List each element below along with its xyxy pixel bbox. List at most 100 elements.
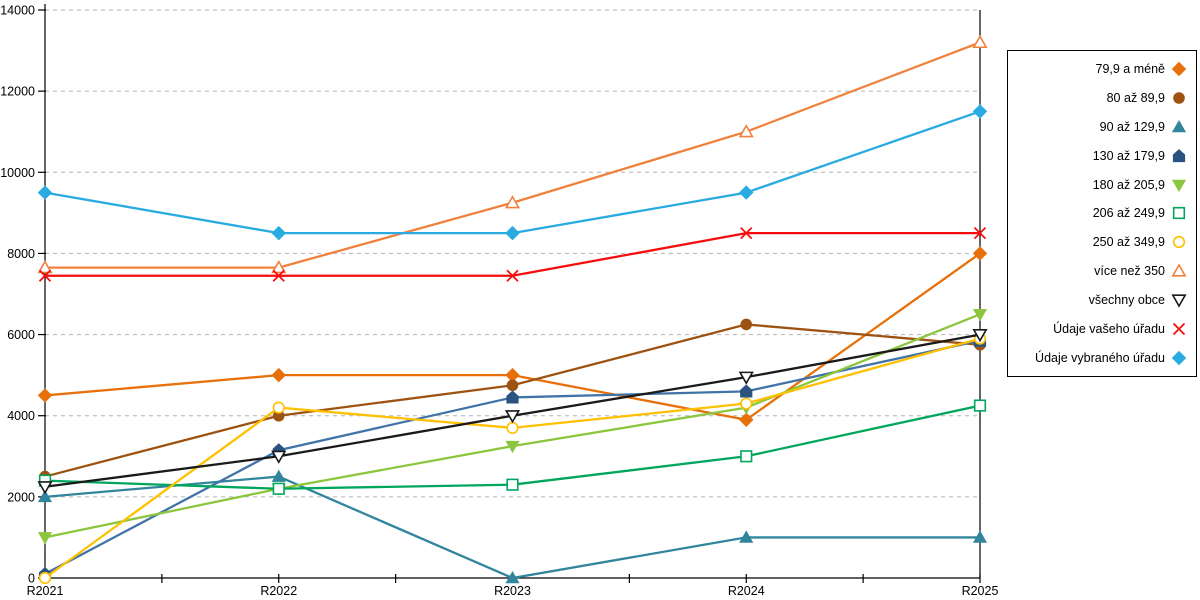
x-tick-label: R2021 — [27, 584, 64, 598]
legend-item-label: 250 až 349,9 — [1092, 235, 1165, 250]
marker-triangle-up-icon — [972, 34, 988, 49]
marker-diamond-icon — [271, 367, 286, 383]
legend-item: více než 350 — [1008, 263, 1196, 279]
legend-item-label: 206 až 249,9 — [1092, 206, 1165, 221]
marker-x-icon — [973, 227, 987, 240]
legend-item: 206 až 249,9 — [1008, 205, 1196, 221]
marker-triangle-down-icon — [37, 481, 53, 495]
marker-circle-icon — [38, 571, 52, 585]
legend-item-label: Údaje vašeho úřadu — [1053, 322, 1165, 337]
marker-triangle-up-icon — [738, 124, 754, 138]
x-tick-label: R2022 — [260, 584, 297, 598]
legend-circle-icon — [1172, 236, 1186, 249]
marker-triangle-up-icon — [271, 260, 287, 274]
marker-triangle-up-icon — [37, 260, 53, 274]
legend-triangle-up-icon — [1171, 263, 1187, 277]
marker-triangle-up-icon — [37, 489, 53, 503]
marker-triangle-up-icon — [271, 469, 286, 482]
marker-square-icon — [740, 450, 753, 463]
legend-item: všechny obce — [1008, 292, 1196, 308]
legend-swatch — [1171, 263, 1187, 277]
marker-triangle-up-icon — [504, 195, 521, 209]
series-line — [44, 475, 980, 580]
marker-triangle-up-icon — [505, 570, 520, 584]
marker-circle-icon — [506, 379, 519, 392]
legend-item: 130 až 179,9 — [1008, 148, 1196, 164]
legend-swatch — [1172, 207, 1186, 220]
y-tick-label: 12000 — [0, 85, 35, 99]
marker-circle-icon — [506, 421, 519, 434]
legend-swatch — [1171, 350, 1187, 366]
marker-circle-icon — [272, 401, 285, 414]
legend-item: 80 až 89,9 — [1008, 90, 1196, 106]
y-tick-label: 0 — [28, 572, 35, 586]
legend-pentagon-icon — [1172, 148, 1186, 162]
marker-diamond-icon — [739, 185, 754, 200]
legend-item: 180 až 205,9 — [1008, 177, 1196, 193]
legend-triangle-down-icon — [1171, 294, 1187, 308]
marker-triangle-down-icon — [972, 328, 988, 343]
marker-triangle-down-icon — [505, 440, 520, 454]
y-tick-label: 6000 — [7, 328, 35, 342]
legend-item: 79,9 a méně — [1008, 61, 1196, 77]
legend: 79,9 a méně 80 až 89,9 90 až 129,9 130 až 1… — [1007, 50, 1197, 377]
legend-swatch — [1172, 236, 1186, 249]
marker-triangle-down-icon — [37, 532, 53, 545]
marker-triangle-down-icon — [504, 410, 521, 424]
legend-swatch — [1173, 92, 1185, 104]
x-tick-label: R2024 — [728, 584, 765, 598]
legend-item-label: 79,9 a méně — [1095, 62, 1166, 76]
legend-swatch — [1171, 119, 1187, 133]
marker-triangle-down-icon — [738, 371, 754, 385]
legend-diamond-icon — [1171, 61, 1187, 77]
marker-circle-icon — [740, 318, 753, 331]
legend-item-label: Údaje vybraného úřadu — [1035, 350, 1165, 365]
marker-square-icon — [272, 482, 285, 495]
marker-pentagon-icon — [506, 390, 519, 404]
marker-diamond-icon — [739, 412, 754, 427]
marker-diamond-icon — [37, 185, 53, 200]
legend-item-label: více než 350 — [1094, 264, 1165, 279]
legend-triangle-down-icon — [1171, 179, 1187, 192]
marker-square-icon — [973, 399, 987, 412]
legend-item-label: 80 až 89,9 — [1106, 90, 1165, 105]
legend-swatch — [1171, 179, 1187, 192]
marker-x-icon — [272, 269, 285, 282]
y-tick-label: 4000 — [7, 409, 35, 423]
marker-diamond-icon — [972, 104, 988, 119]
marker-diamond-icon — [37, 388, 53, 403]
legend-item: Údaje vašeho úřadu — [1008, 321, 1196, 337]
marker-circle-icon — [740, 397, 753, 410]
legend-x-icon — [1172, 322, 1186, 336]
legend-circle-icon — [1173, 92, 1185, 104]
legend-swatch — [1171, 61, 1187, 77]
marker-x-icon — [506, 269, 519, 282]
marker-triangle-down-icon — [972, 308, 988, 322]
y-tick-label: 2000 — [7, 490, 35, 504]
x-tick-label: R2023 — [494, 584, 531, 598]
y-tick-label: 10000 — [0, 166, 35, 180]
legend-item: 90 až 129,9 — [1008, 119, 1196, 135]
legend-item-label: 90 až 129,9 — [1099, 119, 1165, 134]
x-tick-label: R2025 — [962, 584, 999, 598]
marker-diamond-icon — [271, 225, 286, 241]
marker-diamond-icon — [505, 225, 520, 241]
legend-swatch — [1171, 294, 1187, 308]
marker-triangle-down-icon — [271, 450, 287, 464]
legend-triangle-up-icon — [1171, 119, 1187, 133]
legend-square-icon — [1172, 207, 1186, 220]
marker-triangle-up-icon — [972, 530, 988, 543]
legend-item-label: 130 až 179,9 — [1092, 148, 1165, 163]
marker-triangle-up-icon — [739, 530, 754, 543]
marker-pentagon-icon — [740, 384, 753, 398]
legend-swatch — [1172, 148, 1186, 162]
marker-diamond-icon — [972, 246, 988, 261]
legend-item-label: všechny obce — [1088, 293, 1165, 308]
legend-diamond-icon — [1171, 350, 1187, 366]
legend-item: 250 až 349,9 — [1008, 234, 1196, 250]
y-tick-label: 8000 — [7, 247, 35, 261]
legend-item: Údaje vybraného úřadu — [1008, 350, 1196, 366]
legend-item-label: 180 až 205,9 — [1092, 177, 1165, 192]
